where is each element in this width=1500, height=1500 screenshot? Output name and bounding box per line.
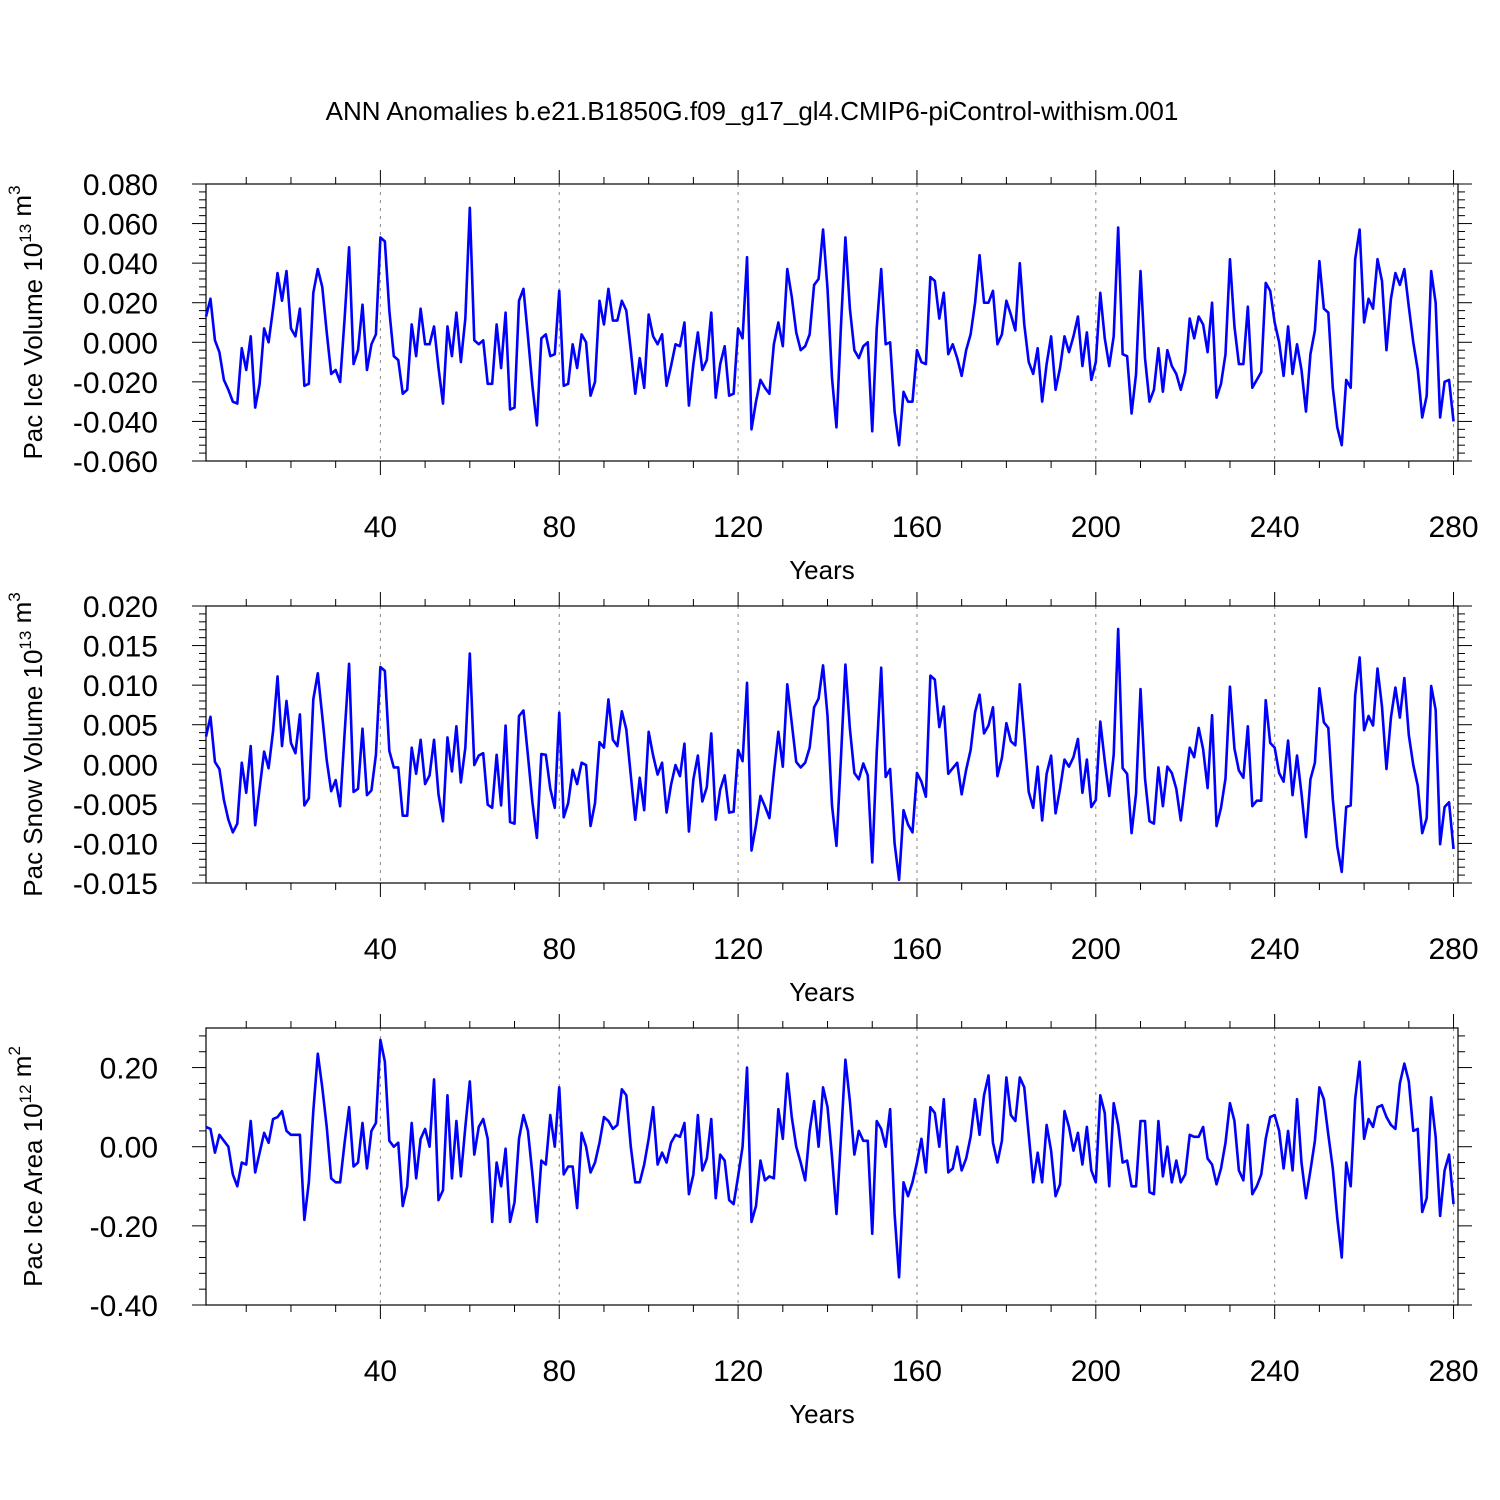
x-tick-label: 120 xyxy=(713,933,763,966)
y-axis-label: Pac Ice Area 1012 m2 xyxy=(5,1046,48,1287)
y-tick-label: 0.040 xyxy=(83,248,158,281)
chart-title: ANN Anomalies b.e21.B1850G.f09_g17_gl4.C… xyxy=(326,96,1179,126)
y-tick-label: -0.40 xyxy=(90,1290,158,1323)
x-tick-label: 240 xyxy=(1250,933,1300,966)
x-tick-label: 160 xyxy=(892,1355,942,1388)
x-tick-label: 160 xyxy=(892,511,942,544)
x-tick-label: 80 xyxy=(543,511,576,544)
panel-ice-volume: -0.060 -0.040 -0.020 0.000 0.020 0.040 0.060 0.… xyxy=(5,169,1479,585)
y-tick-label: 0.020 xyxy=(83,288,158,321)
y-tick-label: 0.000 xyxy=(83,749,158,782)
x-axis-label: Years xyxy=(789,555,855,585)
y-tick-label: 0.015 xyxy=(83,631,158,664)
plot-frame xyxy=(205,183,1459,462)
x-tick-label: 80 xyxy=(543,933,576,966)
y-tick-label: -0.005 xyxy=(73,789,158,822)
x-axis-label: Years xyxy=(789,1399,855,1429)
y-axis-label: Pac Ice Volume 1013 m3 xyxy=(5,185,48,459)
y-tick-label: 0.000 xyxy=(83,327,158,360)
y-tick-label: -0.040 xyxy=(73,406,158,439)
series-line xyxy=(204,206,1455,447)
x-axis-label: Years xyxy=(789,977,855,1007)
series-line xyxy=(204,627,1455,882)
x-tick-label: 80 xyxy=(543,1355,576,1388)
series-line xyxy=(205,1038,1455,1279)
x-tick-label: 200 xyxy=(1071,511,1121,544)
x-tick-label: 200 xyxy=(1071,933,1121,966)
x-tick-label: 280 xyxy=(1428,933,1478,966)
x-tick-label: 160 xyxy=(892,933,942,966)
y-tick-label: 0.20 xyxy=(100,1053,158,1086)
panel-ice-area: -0.40 -0.20 0.00 0.20 40 80 120 160 200 240 280 Yea… xyxy=(5,1014,1479,1429)
y-tick-label: -0.010 xyxy=(73,828,158,861)
y-tick-label: -0.015 xyxy=(73,868,158,901)
x-tick-label: 40 xyxy=(364,933,397,966)
y-tick-label: 0.010 xyxy=(83,670,158,703)
y-tick-label: -0.060 xyxy=(73,446,158,479)
x-tick-label: 280 xyxy=(1428,511,1478,544)
x-tick-label: 120 xyxy=(713,511,763,544)
y-tick-label: -0.20 xyxy=(90,1211,158,1244)
x-tick-label: 240 xyxy=(1250,1355,1300,1388)
y-tick-label: 0.060 xyxy=(83,209,158,242)
x-tick-label: 240 xyxy=(1250,511,1300,544)
y-tick-label: 0.080 xyxy=(83,169,158,202)
y-tick-label: -0.020 xyxy=(73,367,158,400)
plot-frame xyxy=(205,1027,1459,1306)
y-tick-label: 0.005 xyxy=(83,710,158,743)
x-tick-label: 280 xyxy=(1428,1355,1478,1388)
y-tick-label: 0.00 xyxy=(100,1132,158,1165)
x-tick-label: 40 xyxy=(364,1355,397,1388)
panel-snow-volume: -0.015 -0.010 -0.005 0.000 0.005 0.010 0.015 0.… xyxy=(5,591,1479,1007)
x-tick-label: 120 xyxy=(713,1355,763,1388)
y-tick-label: 0.020 xyxy=(83,591,158,624)
y-axis-label: Pac Snow Volume 1013 m3 xyxy=(5,592,48,896)
x-tick-label: 40 xyxy=(364,511,397,544)
x-tick-label: 200 xyxy=(1071,1355,1121,1388)
plot-frame xyxy=(205,605,1459,884)
